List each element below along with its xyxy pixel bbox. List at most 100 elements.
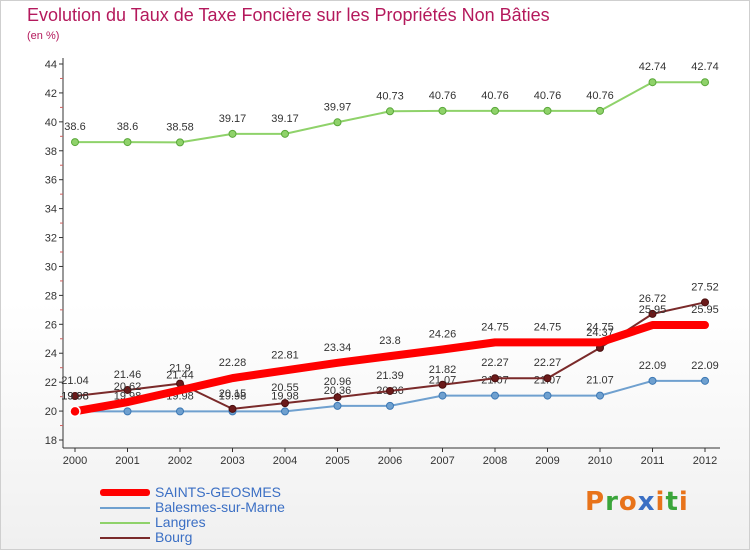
proxiti-logo: Proxiti — [585, 487, 689, 517]
legend-swatch-saints-geosmes — [100, 489, 150, 496]
x-tick-label: 2007 — [430, 455, 454, 467]
y-tick-label: 38 — [45, 146, 57, 158]
x-tick-label: 2010 — [588, 455, 612, 467]
x-tick-label: 2008 — [483, 455, 507, 467]
legend-label: SAINTS-GEOSMES — [155, 484, 282, 500]
data-label-bourg: 27.52 — [691, 281, 719, 293]
data-point-langres — [438, 106, 447, 115]
data-label-saints-geosmes: 22.28 — [219, 357, 247, 369]
y-tick-label: 30 — [45, 261, 57, 273]
x-tick-label: 2002 — [168, 455, 192, 467]
legend-item-saints-geosmes: SAINTS-GEOSMES — [100, 485, 285, 500]
y-tick-label: 36 — [45, 175, 57, 187]
data-label-langres: 40.76 — [586, 90, 614, 102]
data-label-bourg: 21.39 — [376, 370, 404, 382]
legend-label: Bourg — [155, 529, 193, 545]
data-point-langres — [701, 78, 709, 87]
data-label-bourg: 22.27 — [534, 357, 562, 369]
data-label-langres: 38.6 — [117, 121, 138, 133]
data-label-balesmes-sur-marne: 21.07 — [586, 375, 614, 387]
data-label-saints-geosmes: 24.75 — [534, 321, 562, 333]
data-label-langres: 42.74 — [691, 61, 719, 73]
data-label-langres: 42.74 — [639, 61, 667, 73]
legend-swatch-bourg — [100, 536, 150, 539]
y-tick-label: 44 — [45, 59, 57, 71]
legend-item-bourg: Bourg — [100, 530, 285, 545]
legend-item-langres: Langres — [100, 515, 285, 530]
x-tick-label: 2003 — [220, 455, 244, 467]
data-point-bourg — [333, 393, 342, 402]
chart-legend: SAINTS-GEOSMES Balesmes-sur-Marne Langre… — [100, 485, 285, 545]
logo-letter: t — [665, 487, 679, 517]
data-label-bourg: 21.82 — [429, 364, 457, 376]
data-label-bourg: 21.9 — [169, 363, 190, 375]
data-label-bourg: 24.37 — [586, 327, 614, 339]
y-tick-label: 28 — [45, 290, 57, 302]
data-label-balesmes-sur-marne: 22.09 — [691, 360, 719, 372]
data-point-balesmes-sur-marne — [438, 391, 447, 400]
y-axis-unit-label: (en %) — [27, 30, 60, 42]
data-point-balesmes-sur-marne — [596, 391, 604, 400]
data-point-balesmes-sur-marne — [176, 407, 184, 416]
data-label-bourg: 20.15 — [219, 388, 247, 400]
data-point-bourg — [228, 404, 237, 413]
data-label-langres: 38.6 — [64, 121, 85, 133]
data-point-langres — [386, 107, 394, 116]
legend-swatch-langres — [100, 521, 150, 524]
x-tick-label: 2012 — [693, 455, 717, 467]
data-point-balesmes-sur-marne — [543, 391, 552, 400]
data-label-langres: 39.97 — [324, 101, 352, 113]
data-label-saints-geosmes: 22.81 — [271, 349, 299, 361]
data-point-bourg — [491, 374, 499, 383]
data-label-saints-geosmes: 20.62 — [114, 381, 142, 393]
data-point-langres — [228, 129, 237, 138]
legend-label: Balesmes-sur-Marne — [155, 499, 285, 515]
data-point-langres — [71, 138, 79, 147]
y-tick-label: 22 — [45, 377, 57, 389]
chart-title: Evolution du Taux de Taxe Foncière sur l… — [27, 5, 550, 25]
data-label-saints-geosmes: 25.95 — [691, 304, 719, 316]
data-point-langres — [543, 106, 552, 115]
y-tick-label: 18 — [45, 435, 57, 447]
data-point-bourg — [701, 298, 709, 307]
x-tick-label: 2006 — [378, 455, 402, 467]
data-point-langres — [596, 106, 604, 115]
data-point-bourg — [123, 385, 132, 394]
y-tick-label: 34 — [45, 204, 57, 216]
data-label-bourg: 22.27 — [481, 357, 509, 369]
data-label-saints-geosmes: 24.75 — [481, 321, 509, 333]
data-point-langres — [333, 118, 342, 127]
data-label-saints-geosmes: 19.98 — [61, 390, 89, 402]
logo-letter: i — [678, 487, 689, 517]
data-point-langres — [176, 138, 184, 147]
legend-item-balesmes: Balesmes-sur-Marne — [100, 500, 285, 515]
y-tick-label: 26 — [45, 319, 57, 331]
data-point-langres — [281, 129, 289, 138]
data-label-bourg: 26.72 — [639, 293, 667, 305]
data-label-saints-geosmes: 21.44 — [166, 369, 194, 381]
data-label-balesmes-sur-marne: 19.98 — [271, 390, 299, 402]
data-point-balesmes-sur-marne — [281, 407, 289, 416]
data-label-saints-geosmes: 24.26 — [429, 328, 457, 340]
data-point-bourg — [543, 374, 552, 383]
data-label-langres: 39.17 — [219, 113, 247, 125]
data-point-langres — [648, 78, 657, 87]
data-label-balesmes-sur-marne: 20.36 — [324, 385, 352, 397]
logo-letter: i — [655, 487, 666, 517]
legend-label: Langres — [155, 514, 206, 530]
logo-letter: o — [618, 487, 638, 517]
data-label-saints-geosmes: 25.95 — [639, 304, 667, 316]
legend-swatch-balesmes — [100, 506, 150, 509]
y-tick-label: 20 — [45, 406, 57, 418]
x-tick-label: 2001 — [115, 455, 139, 467]
data-label-langres: 40.73 — [376, 90, 404, 102]
data-point-bourg — [281, 399, 289, 408]
data-label-saints-geosmes: 24.75 — [586, 321, 614, 333]
data-label-bourg: 21.04 — [61, 375, 89, 387]
data-label-langres: 38.58 — [166, 121, 194, 133]
data-label-saints-geosmes: 23.8 — [379, 335, 400, 347]
data-point-balesmes-sur-marne — [648, 376, 657, 385]
x-tick-label: 2005 — [325, 455, 349, 467]
